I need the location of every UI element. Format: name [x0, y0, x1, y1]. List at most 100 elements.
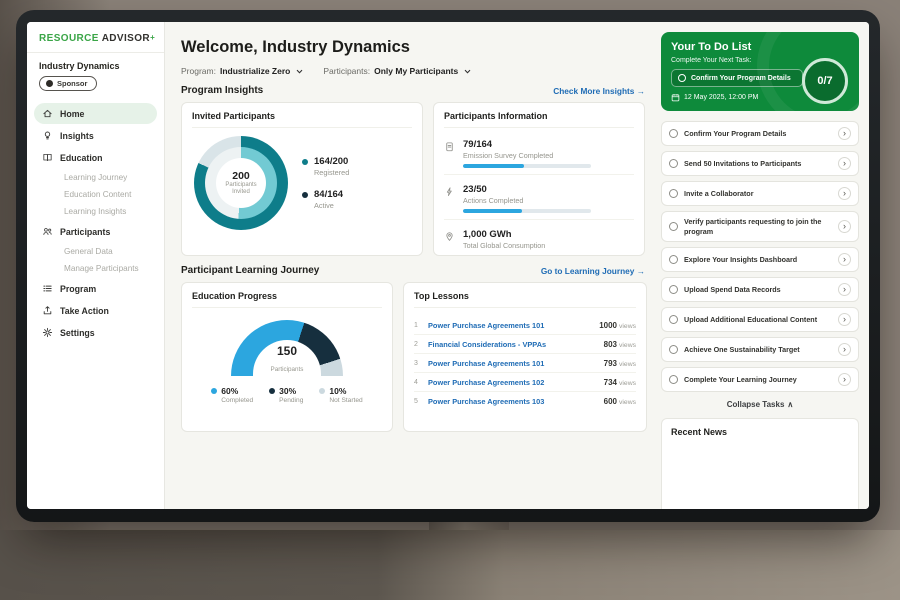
lesson-link[interactable]: Power Purchase Agreements 101 [428, 320, 545, 330]
main-content: Welcome, Industry Dynamics Program: Indu… [165, 22, 657, 509]
location-pin-icon [444, 231, 455, 243]
gauge-center: 150 Participants [231, 344, 343, 376]
next-task-label: Confirm Your Program Details [691, 74, 791, 82]
chevron-up-icon: ∧ [787, 400, 794, 410]
participants-dropdown[interactable]: Participants: Only My Participants [323, 66, 471, 76]
task-row-confirm-program[interactable]: Confirm Your Program Details › [661, 121, 859, 146]
lesson-rank: 4 [414, 378, 418, 386]
task-checkbox[interactable] [669, 189, 678, 198]
sidebar-item-home[interactable]: Home [34, 103, 157, 124]
task-checkbox[interactable] [669, 129, 678, 138]
task-checkbox[interactable] [669, 255, 678, 265]
org-block: Industry Dynamics Sponsor [27, 53, 164, 99]
next-date-label: 12 May 2025, 12:00 PM [684, 94, 759, 101]
brand-secondary: ADVISOR [101, 33, 151, 44]
sidebar-item-program[interactable]: Program [34, 278, 157, 299]
sponsor-icon [46, 80, 53, 87]
next-task-chip[interactable]: Confirm Your Program Details [671, 69, 803, 87]
sidebar-item-label: Participants [60, 226, 111, 237]
lesson-link[interactable]: Power Purchase Agreements 103 [428, 396, 545, 406]
legend-registered: 164/200 Registered [302, 156, 349, 177]
donut-legend: 164/200 Registered 84/164 Active [302, 156, 349, 210]
task-checkbox[interactable] [669, 315, 678, 325]
task-row-verify-participants[interactable]: Verify participants requesting to join t… [661, 211, 859, 243]
org-name: Industry Dynamics [39, 61, 120, 71]
check-more-insights-link[interactable]: Check More Insights → [553, 85, 645, 96]
task-checkbox[interactable] [669, 375, 678, 385]
sidebar-item-label: Take Action [60, 305, 109, 316]
legend-pending: 30% Pending [269, 386, 303, 404]
chevron-right-icon: › [838, 253, 851, 267]
learning-journey-header: Participant Learning Journey Go to Learn… [181, 265, 645, 276]
task-row-send-invitations[interactable]: Send 50 Invitations to Participants › [661, 151, 859, 176]
sidebar-item-insights[interactable]: Insights [34, 125, 157, 146]
task-checkbox[interactable] [669, 159, 678, 168]
pending-dot-icon [269, 388, 276, 394]
collapse-tasks-button[interactable]: Collapse Tasks ∧ [661, 400, 859, 409]
participants-filter-label: Participants: [323, 66, 371, 76]
sidebar-item-general-data[interactable]: General Data [64, 247, 113, 256]
todo-panel: Your To Do List Complete Your Next Task:… [657, 22, 869, 509]
task-checkbox[interactable] [669, 222, 678, 232]
survey-value: 79/164 [463, 139, 493, 150]
gauge-center-value: 150 [276, 344, 298, 358]
lesson-link[interactable]: Financial Considerations - VPPAs [428, 339, 547, 349]
completed-dot-icon [211, 388, 218, 394]
chevron-right-icon: › [838, 343, 851, 357]
lesson-rank: 5 [414, 397, 418, 405]
monitor-frame: RESOURCE ADVISOR+ Industry Dynamics Spon… [16, 10, 880, 522]
sidebar-item-learning-journey[interactable]: Learning Journey [64, 173, 128, 182]
go-to-learning-journey-link[interactable]: Go to Learning Journey → [540, 265, 645, 276]
page-title: Welcome, Industry Dynamics [181, 38, 410, 56]
program-list-icon [42, 283, 53, 294]
completed-pct: 60% [221, 386, 239, 396]
actions-progressbar [463, 209, 591, 213]
task-row-explore-insights[interactable]: Explore Your Insights Dashboard › [661, 247, 859, 273]
survey-progress-fill [463, 164, 525, 168]
not-started-pct: 10% [329, 386, 347, 396]
sidebar-item-learning-insights[interactable]: Learning Insights [64, 207, 127, 216]
legend-not-started: 10% Not Started [319, 386, 363, 404]
card-title: Top Lessons [414, 291, 636, 308]
filter-bar: Program: Industrialize Zero Participants… [181, 66, 647, 76]
task-label: Confirm Your Program Details [684, 128, 787, 138]
survey-label: Emission Survey Completed [463, 151, 554, 160]
task-row-invite-collaborator[interactable]: Invite a Collaborator › [661, 181, 859, 206]
lesson-link[interactable]: Power Purchase Agreements 101 [428, 358, 545, 368]
card-title: Invited Participants [192, 111, 412, 128]
actions-bolt-icon [444, 186, 455, 198]
actions-completed-row: 23/50 Actions Completed [444, 181, 634, 220]
chevron-right-icon: › [838, 187, 851, 200]
brand-plus: + [150, 33, 156, 42]
lesson-row: 3 Power Purchase Agreements 101 793 views [414, 354, 636, 373]
sidebar-item-manage-participants[interactable]: Manage Participants [64, 264, 139, 273]
survey-clipboard-icon [444, 141, 455, 153]
gauge-center-label: Participants [270, 366, 304, 373]
take-action-icon [42, 305, 53, 316]
task-checkbox[interactable] [669, 345, 678, 355]
participants-icon [42, 226, 53, 237]
task-checkbox[interactable] [669, 285, 678, 295]
education-progress-card: Education Progress 150 Participants [181, 282, 393, 432]
task-row-complete-learning-journey[interactable]: Complete Your Learning Journey › [661, 367, 859, 393]
program-dropdown[interactable]: Program: Industrialize Zero [181, 66, 303, 76]
task-label: Complete Your Learning Journey [684, 375, 797, 385]
participants-information-card: Participants Information 79/164 Emission… [433, 102, 645, 256]
sidebar-item-education[interactable]: Education [34, 147, 157, 168]
sidebar-item-take-action[interactable]: Take Action [34, 300, 157, 321]
active-dot-icon [302, 192, 308, 198]
donut-center-label: Participants Invited [225, 181, 257, 196]
lesson-link[interactable]: Power Purchase Agreements 102 [428, 377, 545, 387]
actions-label: Actions Completed [463, 196, 524, 205]
sidebar-item-participants[interactable]: Participants [34, 221, 157, 242]
task-row-upload-spend-data[interactable]: Upload Spend Data Records › [661, 277, 859, 303]
emission-survey-row: 79/164 Emission Survey Completed [444, 136, 634, 175]
lesson-views: 803 views [603, 339, 636, 349]
task-row-achieve-target[interactable]: Achieve One Sustainability Target › [661, 337, 859, 363]
task-row-upload-educational-content[interactable]: Upload Additional Educational Content › [661, 307, 859, 333]
sidebar-item-education-content[interactable]: Education Content [64, 190, 132, 199]
survey-progressbar [463, 164, 591, 168]
todo-title: Your To Do List [671, 41, 752, 53]
lesson-views: 734 views [603, 377, 636, 387]
sidebar-item-settings[interactable]: Settings [34, 322, 157, 343]
